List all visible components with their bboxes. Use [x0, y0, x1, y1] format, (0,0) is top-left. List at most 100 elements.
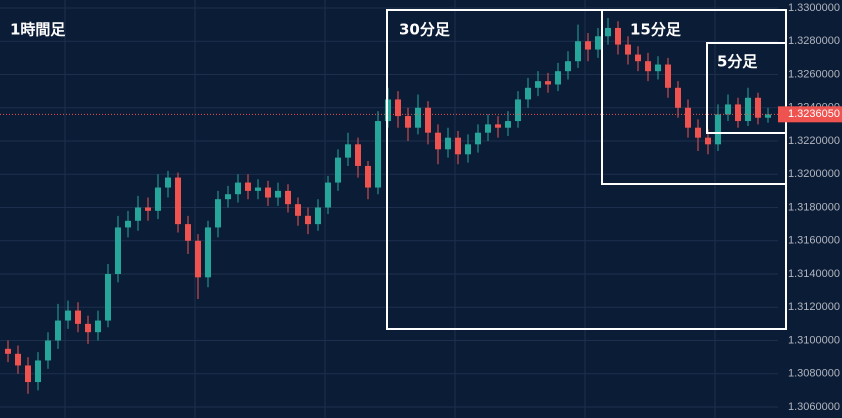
candle-body	[225, 194, 231, 200]
y-tick-label: 1.3100000	[788, 334, 840, 346]
candle-body	[115, 227, 121, 274]
candle-body	[335, 157, 341, 183]
candle-body	[325, 182, 331, 208]
annotation: 30分足	[399, 21, 451, 39]
candle-body	[645, 61, 651, 72]
annotation: 15分足	[630, 21, 682, 39]
candle-body	[355, 144, 361, 166]
candle-body	[495, 124, 501, 128]
candle-body	[345, 144, 351, 158]
y-tick-label: 1.3140000	[788, 268, 840, 280]
candle-body	[145, 207, 151, 211]
candle-body	[635, 54, 641, 62]
candle-body	[15, 353, 21, 366]
y-tick-label: 1.3060000	[788, 401, 840, 413]
candle-body	[135, 207, 141, 221]
candle-body	[245, 182, 251, 191]
candle-body	[515, 99, 521, 122]
y-tick-label: 1.3200000	[788, 168, 840, 180]
candle-body	[215, 199, 221, 228]
candle-body	[265, 187, 271, 198]
candle-body	[445, 137, 451, 150]
candle-body	[505, 121, 511, 128]
candles	[0, 17, 778, 394]
candle-body	[95, 320, 101, 333]
candle-body	[255, 187, 261, 191]
candle-body	[765, 114, 771, 118]
candle-body	[745, 97, 751, 122]
vertical-grid	[64, 0, 716, 418]
candle-body	[315, 207, 321, 225]
candle-body	[675, 87, 681, 108]
candle-body	[575, 41, 581, 62]
candle-body	[535, 81, 541, 88]
y-tick-label: 1.3220000	[788, 135, 840, 147]
candle-body	[685, 107, 691, 128]
candle-body	[455, 137, 461, 155]
candle-body	[285, 190, 291, 205]
candle-body	[425, 107, 431, 133]
candle-body	[65, 310, 71, 321]
candle-body	[375, 121, 381, 188]
candle-body	[55, 320, 61, 341]
overlay: 1時間足 30分足 15分足 5分足	[10, 9, 787, 330]
candle-body	[545, 81, 551, 85]
y-axis: 1.3060000 1.3080000 1.3100000 1.3120000 1.31…	[778, 2, 842, 413]
last-price-tag	[778, 106, 842, 123]
box-5min	[706, 42, 787, 134]
candle-body	[235, 182, 241, 195]
candle-body	[725, 104, 731, 115]
candle-body	[165, 177, 171, 188]
candle-body	[205, 227, 211, 278]
candle-body	[585, 41, 591, 50]
candle-body	[305, 215, 311, 225]
y-tick-label: 1.3160000	[788, 235, 840, 247]
y-tick-label: 1.3180000	[788, 201, 840, 213]
candle-body	[295, 204, 301, 216]
annotation: 1時間足	[10, 21, 66, 39]
y-tick-label: 1.3260000	[788, 68, 840, 80]
candle-body	[485, 124, 491, 133]
candle-body	[555, 71, 561, 85]
candle-body	[85, 323, 91, 333]
y-tick-label: 1.3300000	[788, 2, 840, 14]
candle-body	[435, 132, 441, 150]
candle-body	[755, 97, 761, 118]
last-price-label: 1.3236050	[788, 108, 840, 120]
y-tick-label: 1.3280000	[788, 35, 840, 47]
candle-body	[195, 240, 201, 278]
candle-body	[5, 348, 11, 354]
annotation: 5分足	[717, 53, 758, 71]
candle-body	[655, 64, 661, 72]
candle-body	[565, 61, 571, 72]
candle-body	[75, 310, 81, 324]
candle-body	[275, 190, 281, 198]
candle-body	[735, 104, 741, 122]
candle-body	[175, 177, 181, 225]
candle-body	[155, 187, 161, 211]
candle-body	[525, 87, 531, 100]
candle-body	[105, 274, 111, 321]
candle-body	[45, 340, 51, 361]
candle-body	[465, 144, 471, 155]
candle-body	[605, 27, 611, 37]
candle-body	[405, 116, 411, 128]
candle-body	[695, 127, 701, 138]
candle-body	[25, 365, 31, 383]
candle-body	[595, 36, 601, 50]
candle-body	[35, 360, 41, 383]
candle-body	[665, 64, 671, 88]
candle-body	[415, 107, 421, 128]
candle-body	[625, 44, 631, 55]
candle-body	[185, 224, 191, 241]
candle-body	[395, 99, 401, 117]
candle-body	[615, 27, 621, 45]
candle-body	[475, 132, 481, 145]
y-tick-label: 1.3120000	[788, 301, 840, 313]
grid	[0, 7, 778, 408]
candle-body	[365, 165, 371, 188]
y-tick-label: 1.3080000	[788, 368, 840, 380]
